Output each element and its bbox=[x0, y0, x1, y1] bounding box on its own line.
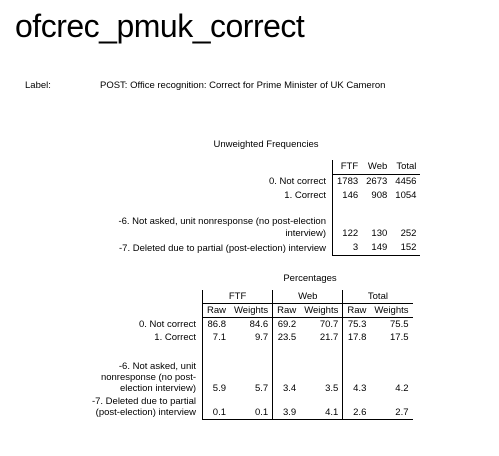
cell-ftf: 122 bbox=[332, 215, 363, 241]
cell-total: 4456 bbox=[395, 176, 417, 187]
group-header-ftf: FTF bbox=[201, 290, 273, 304]
table-row: -6. Not asked, unit nonresponse (no post… bbox=[82, 360, 413, 395]
row-label: -6. Not asked, unit nonresponse (no post… bbox=[100, 361, 196, 394]
cell-web: 2673 bbox=[366, 176, 388, 187]
row-label: -6. Not asked, unit nonresponse (no post… bbox=[118, 216, 326, 239]
page-title: ofcrec_pmuk_correct bbox=[15, 8, 305, 44]
cell: 4.2 bbox=[395, 383, 409, 394]
cell: 17.5 bbox=[390, 332, 409, 343]
cell: 75.3 bbox=[342, 317, 371, 331]
table-row: 0. Not correct 86.8 84.6 69.2 70.7 75.3 … bbox=[82, 317, 413, 331]
row-label: 0. Not correct bbox=[138, 319, 196, 330]
unweighted-frequencies-table: FTF Web Total 0. Not correct 1783 2673 4… bbox=[82, 160, 421, 256]
cell-ftf: 146 bbox=[332, 189, 363, 203]
row-label: -7. Deleted due to partial (post-electio… bbox=[119, 242, 326, 254]
group-header-row: FTF Web Total bbox=[82, 290, 413, 304]
subheader-raw: Raw bbox=[342, 303, 371, 318]
cell: 5.9 bbox=[202, 360, 231, 395]
col-header-web: Web bbox=[362, 160, 392, 175]
cell-ftf: 1783 bbox=[332, 174, 363, 189]
col-header-total: Total bbox=[391, 160, 421, 175]
cell: 23.5 bbox=[272, 331, 301, 344]
cell: 75.5 bbox=[390, 319, 409, 330]
cell: 4.1 bbox=[300, 395, 343, 420]
table-row: -7. Deleted due to partial (post-electio… bbox=[82, 395, 413, 420]
subheader-raw: Raw bbox=[202, 303, 231, 318]
cell: 5.7 bbox=[254, 383, 269, 394]
subheader-raw: Raw bbox=[272, 303, 301, 318]
cell: 17.8 bbox=[342, 331, 371, 344]
cell: 2.6 bbox=[342, 395, 371, 420]
cell: 2.7 bbox=[370, 395, 413, 420]
label-key: Label: bbox=[25, 80, 51, 91]
row-label: -7. Deleted due to partial (post-electio… bbox=[91, 396, 196, 418]
cell: 4.3 bbox=[342, 360, 371, 395]
cell: 70.7 bbox=[319, 319, 339, 330]
table-header-row: FTF Web Total bbox=[82, 160, 421, 175]
cell: 86.8 bbox=[202, 317, 231, 331]
table-row: 0. Not correct 1783 2673 4456 bbox=[82, 174, 420, 189]
cell: 3.5 bbox=[325, 383, 339, 394]
cell: 9.7 bbox=[254, 332, 269, 343]
group-header-total: Total bbox=[342, 290, 413, 304]
subheader-weights: Weights bbox=[370, 303, 413, 318]
col-header-ftf: FTF bbox=[332, 160, 363, 175]
cell: 3.4 bbox=[272, 360, 301, 395]
row-label: 0. Not correct bbox=[268, 176, 326, 187]
table-row: 1. Correct 146 908 1054 bbox=[82, 189, 420, 203]
cell-ftf: 3 bbox=[332, 241, 363, 256]
cell-web: 908 bbox=[371, 190, 388, 201]
subheader-weights: Weights bbox=[230, 303, 273, 318]
cell-total: 1054 bbox=[395, 190, 417, 201]
cell: 0.1 bbox=[202, 395, 231, 420]
percentages-table: FTF Web Total Raw Weights Raw Weights Ra… bbox=[82, 290, 413, 420]
row-label: 1. Correct bbox=[154, 332, 196, 343]
row-label: 1. Correct bbox=[284, 190, 326, 201]
cell-web: 149 bbox=[362, 241, 392, 256]
cell: 21.7 bbox=[319, 332, 339, 343]
subheader-weights: Weights bbox=[300, 303, 343, 318]
table-row: 1. Correct 7.1 9.7 23.5 21.7 17.8 17.5 bbox=[82, 331, 413, 344]
table-row: -6. Not asked, unit nonresponse (no post… bbox=[82, 215, 420, 241]
cell-web: 130 bbox=[371, 228, 388, 239]
percentages-title: Percentages bbox=[283, 273, 337, 284]
cell: 84.6 bbox=[249, 319, 269, 330]
label-value: POST: Office recognition: Correct for Pr… bbox=[100, 80, 386, 91]
cell: 0.1 bbox=[230, 395, 273, 420]
cell: 7.1 bbox=[202, 331, 231, 344]
cell-total: 152 bbox=[391, 241, 421, 256]
subheader-row: Raw Weights Raw Weights Raw Weights bbox=[82, 303, 413, 318]
group-header-web: Web bbox=[272, 290, 343, 304]
cell: 3.9 bbox=[272, 395, 301, 420]
table-row: -7. Deleted due to partial (post-electio… bbox=[82, 241, 421, 256]
cell-total: 252 bbox=[400, 228, 417, 239]
unweighted-title: Unweighted Frequencies bbox=[213, 139, 319, 150]
cell: 69.2 bbox=[272, 317, 301, 331]
